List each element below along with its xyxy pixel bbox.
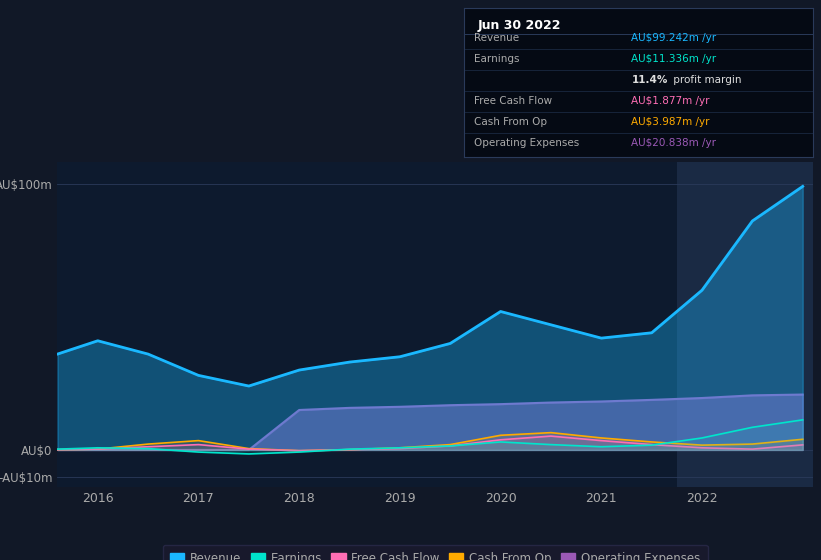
Text: Earnings: Earnings: [475, 54, 520, 64]
Text: Cash From Op: Cash From Op: [475, 117, 548, 127]
Text: Operating Expenses: Operating Expenses: [475, 138, 580, 148]
Bar: [677, 162, 813, 487]
Text: AU$99.242m /yr: AU$99.242m /yr: [631, 33, 717, 43]
Text: Jun 30 2022: Jun 30 2022: [478, 19, 562, 32]
Text: Revenue: Revenue: [475, 33, 520, 43]
Text: AU$3.987m /yr: AU$3.987m /yr: [631, 117, 710, 127]
Text: 11.4%: 11.4%: [631, 75, 667, 85]
Legend: Revenue, Earnings, Free Cash Flow, Cash From Op, Operating Expenses: Revenue, Earnings, Free Cash Flow, Cash …: [163, 545, 708, 560]
Text: AU$1.877m /yr: AU$1.877m /yr: [631, 96, 710, 106]
Text: AU$11.336m /yr: AU$11.336m /yr: [631, 54, 717, 64]
Text: AU$20.838m /yr: AU$20.838m /yr: [631, 138, 717, 148]
Text: Free Cash Flow: Free Cash Flow: [475, 96, 553, 106]
Text: profit margin: profit margin: [670, 75, 741, 85]
